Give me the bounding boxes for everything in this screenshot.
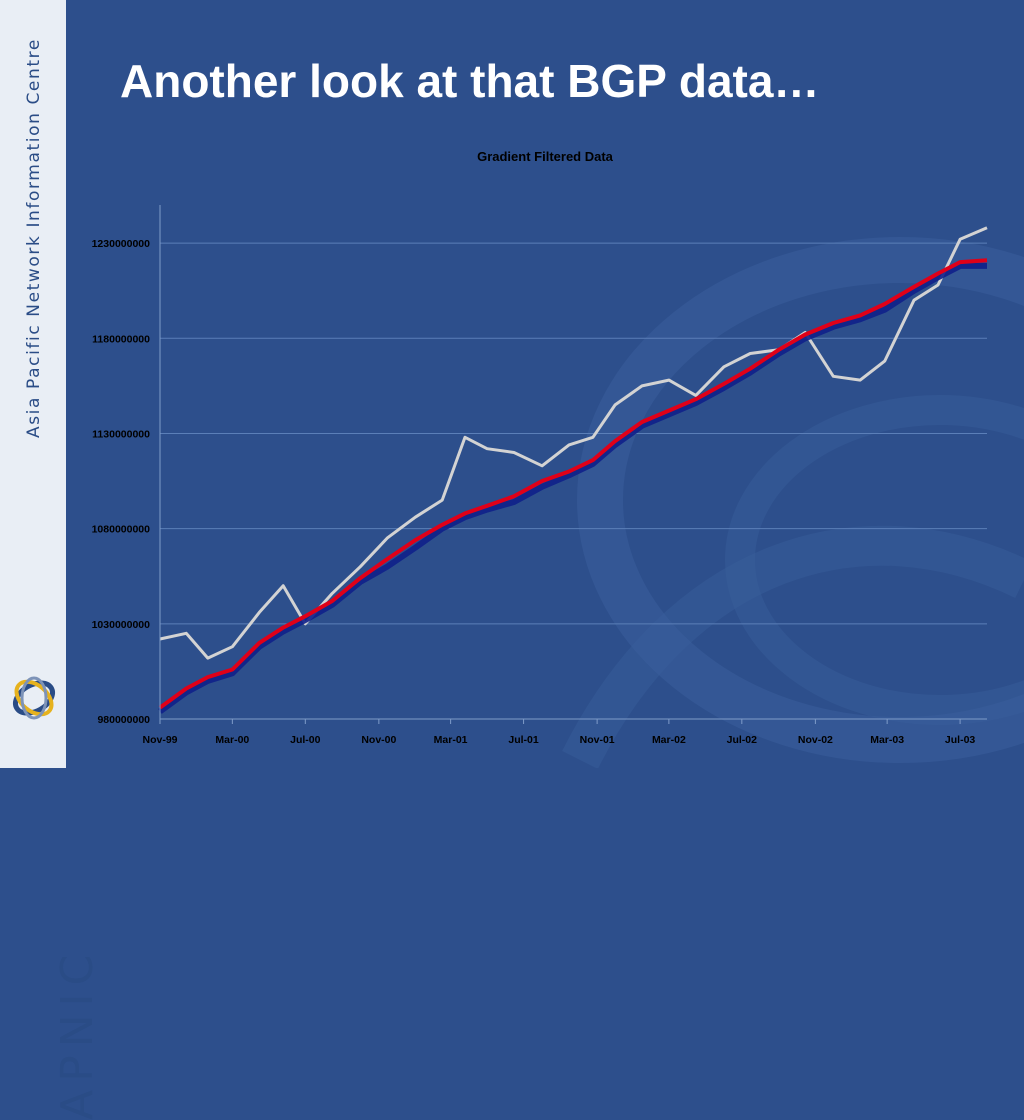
series-raw-line xyxy=(159,226,988,660)
chart-title: Gradient Filtered Data xyxy=(477,149,614,164)
x-tick-label: Jul-02 xyxy=(727,734,758,746)
apnic-logo-icon xyxy=(13,676,55,720)
bgp-chart: Gradient Filtered Data 980000000 10300000… xyxy=(92,149,988,746)
y-tick-label: 980000000 xyxy=(97,714,150,726)
sidebar-curve xyxy=(44,0,66,768)
x-tick-label: Jul-03 xyxy=(945,734,976,746)
x-tick-label: Jul-01 xyxy=(508,734,539,746)
y-tick-label: 1130000000 xyxy=(92,428,150,440)
x-tick-label: Nov-00 xyxy=(361,734,396,746)
globe-watermark-icon xyxy=(562,237,1024,768)
x-tick-label: Mar-00 xyxy=(215,734,249,746)
x-tick-label: Nov-02 xyxy=(798,734,833,746)
slide-title: Another look at that BGP data… xyxy=(120,55,820,107)
series-trend-line xyxy=(158,258,988,710)
y-tick-label: 1230000000 xyxy=(92,238,151,250)
x-tick-label: Mar-01 xyxy=(434,734,468,746)
x-tick-label: Mar-02 xyxy=(652,734,686,746)
y-tick-label: 1180000000 xyxy=(92,333,150,345)
series-filtered-line xyxy=(158,262,987,714)
x-tick-label: Jul-00 xyxy=(290,734,321,746)
y-tick-label: 1030000000 xyxy=(92,619,151,631)
brand-wordmark: APNIC xyxy=(52,946,103,1120)
x-tick-label: Nov-99 xyxy=(142,734,177,746)
x-tick-label: Nov-01 xyxy=(580,734,615,746)
x-tick-label: Mar-03 xyxy=(870,734,904,746)
y-tick-label: 1080000000 xyxy=(92,524,151,536)
